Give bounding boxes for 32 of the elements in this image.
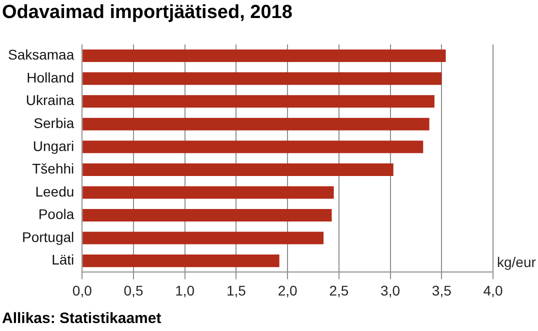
- y-tick-label: Poola: [38, 206, 74, 222]
- bar: [82, 72, 442, 85]
- y-tick-label: Saksamaa: [8, 46, 74, 63]
- y-tick-label: Tšehhi: [32, 160, 74, 177]
- bar: [82, 163, 394, 176]
- x-tick-label: 0,0: [72, 282, 92, 298]
- text: Allikas: Statistikaamet: [2, 310, 162, 327]
- y-tick-label: Portugal: [22, 228, 74, 245]
- y-tick-label: Ungari: [32, 138, 74, 154]
- bar: [82, 50, 446, 62]
- bar: [82, 208, 332, 222]
- x-tick-label: 0,5: [124, 282, 144, 298]
- y-tick-label: Leedu: [35, 183, 74, 200]
- y-tick-label: Holland: [26, 69, 74, 86]
- x-tick-label: 3,0: [380, 282, 400, 298]
- x-tick-label: 2,0: [278, 282, 298, 298]
- bar: [82, 232, 324, 244]
- x-axis-title: kg/eur: [497, 254, 536, 270]
- bar: [82, 186, 334, 199]
- x-tick-label: 4,0: [483, 282, 503, 298]
- y-tick-label: Ukraina: [26, 92, 74, 108]
- y-tick-label: Serbia: [34, 114, 74, 131]
- chart-title: Odavaimad importjäätised, 2018: [2, 2, 292, 24]
- y-tick-label: Läti: [52, 252, 74, 268]
- bar: [82, 140, 424, 154]
- bar: [82, 254, 280, 268]
- bar: [82, 118, 430, 130]
- bar: [82, 95, 434, 108]
- x-tick-label: 2,5: [329, 282, 349, 298]
- x-tick-label: 1,0: [175, 282, 195, 298]
- x-tick-label: 3,5: [432, 282, 452, 298]
- x-tick-label: 1,5: [226, 282, 246, 298]
